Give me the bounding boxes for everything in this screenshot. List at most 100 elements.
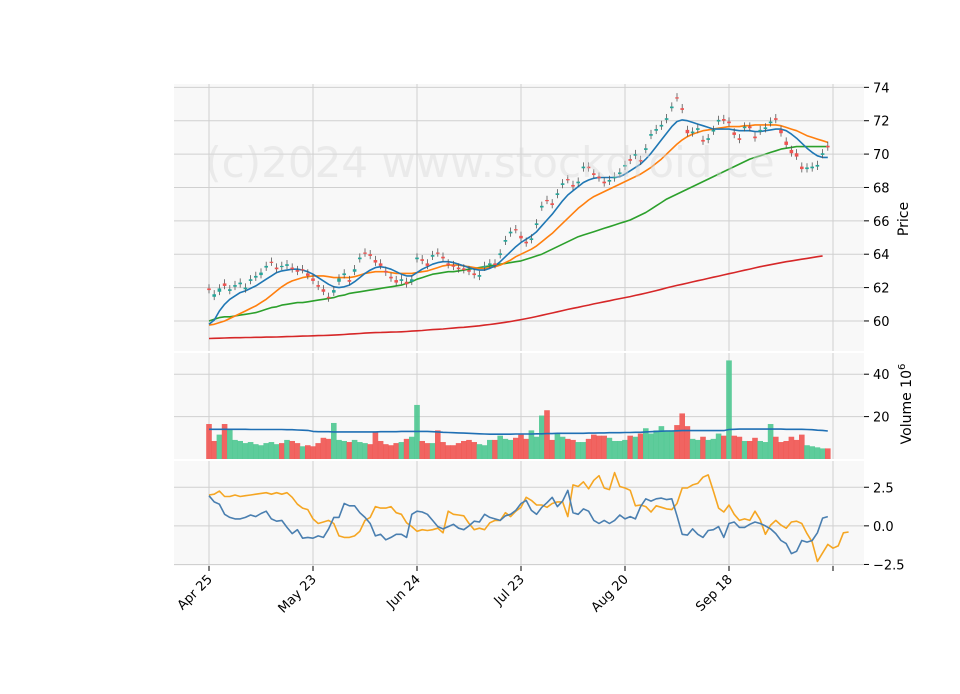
candle-body bbox=[311, 278, 315, 281]
candle bbox=[571, 180, 575, 190]
volume-bar bbox=[253, 444, 259, 459]
candle-body bbox=[826, 145, 830, 148]
candle bbox=[555, 189, 560, 199]
candle bbox=[711, 125, 716, 135]
volume-bar bbox=[741, 440, 748, 459]
volume-bar bbox=[669, 430, 675, 459]
candle-body bbox=[612, 176, 617, 179]
volume-bar bbox=[294, 443, 301, 459]
ma-long-line bbox=[208, 255, 823, 340]
volume-bar bbox=[580, 442, 587, 459]
candle-body bbox=[233, 285, 237, 287]
candle bbox=[768, 117, 773, 127]
volume-bar bbox=[544, 410, 550, 459]
volume-bar bbox=[533, 436, 540, 459]
volume-bar bbox=[591, 434, 597, 459]
candle-body bbox=[477, 275, 482, 277]
candle bbox=[285, 260, 289, 270]
candle bbox=[508, 227, 513, 237]
volume-bar bbox=[237, 440, 243, 459]
price-panel: 60 62 64 66 68 70 72 74 bbox=[174, 81, 890, 351]
candle bbox=[514, 225, 518, 234]
volume-bar bbox=[663, 430, 670, 459]
volume-axis-label: Volume 106 bbox=[897, 364, 915, 445]
candle bbox=[373, 255, 378, 266]
volume-bar bbox=[258, 445, 264, 459]
candle bbox=[810, 162, 814, 172]
volume-bar bbox=[773, 436, 779, 459]
candle bbox=[623, 160, 627, 170]
volume-bar bbox=[674, 425, 680, 459]
volume-bar bbox=[247, 442, 254, 459]
candle-body bbox=[748, 126, 752, 129]
volume-bar bbox=[731, 435, 737, 459]
candle-body bbox=[534, 223, 539, 226]
candle-body bbox=[415, 257, 419, 260]
volume-bar bbox=[684, 426, 691, 459]
candle bbox=[524, 237, 528, 247]
candle-body bbox=[597, 176, 601, 179]
volume-bar bbox=[299, 446, 306, 459]
volume-bar bbox=[559, 436, 566, 459]
candle bbox=[503, 235, 508, 246]
candle-body bbox=[274, 267, 279, 270]
volume-bar bbox=[440, 442, 446, 459]
candle-body bbox=[441, 256, 445, 259]
volume-bar bbox=[747, 440, 753, 459]
volume-bar bbox=[393, 443, 399, 459]
candle bbox=[779, 125, 783, 137]
candle-body bbox=[295, 270, 300, 272]
volume-bar bbox=[211, 440, 217, 459]
oscillator-line-blue bbox=[208, 489, 829, 555]
candle bbox=[441, 252, 445, 262]
volume-bar bbox=[617, 440, 623, 459]
candle bbox=[727, 117, 731, 127]
volume-bar bbox=[289, 440, 295, 459]
candle-body bbox=[228, 289, 232, 291]
volume-bar bbox=[658, 426, 665, 459]
volume-bar bbox=[305, 445, 311, 459]
volume-bar bbox=[367, 444, 373, 459]
candle bbox=[550, 199, 554, 209]
candle bbox=[638, 155, 643, 165]
candle bbox=[493, 259, 497, 269]
candle bbox=[774, 114, 778, 124]
candle bbox=[586, 162, 591, 172]
candle bbox=[534, 219, 539, 229]
candle-body bbox=[378, 263, 383, 266]
candle bbox=[758, 125, 762, 135]
volume-bar bbox=[419, 440, 425, 459]
volume-bar bbox=[767, 424, 774, 459]
oscillator-panel: −2.5 0.0 2.5 bbox=[174, 461, 905, 573]
candle-body bbox=[670, 106, 674, 109]
candle-body bbox=[560, 183, 565, 185]
volume-bar bbox=[450, 445, 457, 459]
candle-body bbox=[222, 283, 227, 286]
candle bbox=[612, 172, 617, 182]
candle-body bbox=[254, 275, 258, 278]
candle-body bbox=[654, 129, 658, 131]
volume-bar bbox=[351, 439, 358, 459]
candle-body bbox=[358, 257, 362, 260]
volume-bar bbox=[492, 439, 498, 459]
candle bbox=[368, 250, 372, 260]
candle-body bbox=[784, 141, 788, 145]
volume-bar bbox=[279, 443, 285, 459]
x-axis: Apr 25 May 23 Jun 24 Jul 23 Aug 20 Sep 18 bbox=[175, 566, 834, 616]
candle bbox=[243, 283, 248, 293]
oscillator-ytick-label-1: 0.0 bbox=[873, 520, 894, 535]
oscillator-background bbox=[174, 461, 864, 566]
volume-bar bbox=[601, 435, 607, 459]
candle bbox=[664, 114, 669, 124]
volume-bar bbox=[377, 440, 384, 459]
volume-bar bbox=[528, 430, 535, 459]
candle bbox=[675, 93, 679, 102]
volume-bar bbox=[227, 429, 233, 459]
candle-body bbox=[300, 269, 305, 271]
candle-body bbox=[207, 288, 211, 291]
candle-body bbox=[592, 173, 596, 175]
candle-body bbox=[576, 181, 580, 184]
x-tick-label-3: Jul 23 bbox=[491, 572, 528, 609]
candle bbox=[649, 129, 653, 140]
